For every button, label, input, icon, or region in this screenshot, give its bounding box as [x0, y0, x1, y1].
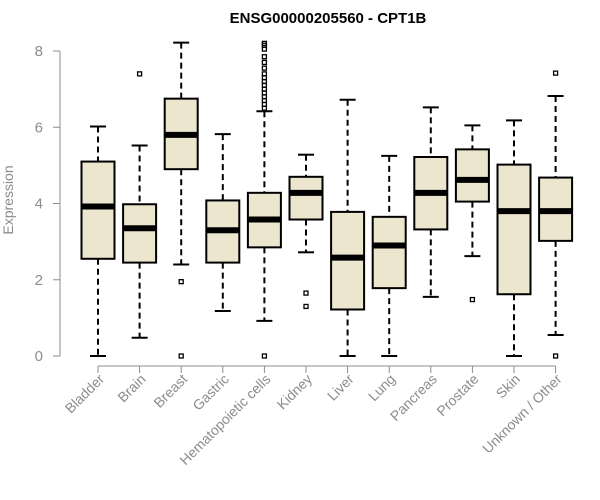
y-axis-label: Expression [0, 165, 16, 234]
box-hematopoietic-cells [246, 40, 282, 359]
box-bladder [80, 125, 116, 357]
y-tick-label: 0 [35, 348, 43, 365]
box-gastric [205, 133, 241, 313]
box-skin [496, 119, 532, 357]
iqr-box [288, 175, 324, 221]
outlier-point [552, 353, 559, 359]
outlier-point [136, 71, 143, 77]
outlier-point [469, 296, 476, 303]
x-tick-label-liver: Liver [324, 371, 357, 404]
box-brain [122, 71, 158, 339]
box-unknown-other [538, 70, 574, 359]
box-prostate [454, 124, 490, 303]
iqr-box [80, 160, 116, 260]
outlier-point [261, 40, 268, 47]
x-tick-label-brain: Brain [114, 371, 148, 405]
outlier-point [261, 65, 268, 71]
iqr-box [371, 215, 407, 290]
outlier-point [178, 279, 184, 285]
x-tick-label-breast: Breast [150, 371, 190, 411]
outlier-point [261, 59, 268, 66]
iqr-box [122, 203, 158, 264]
y-tick-label: 8 [35, 43, 43, 60]
chart-title: ENSG00000205560 - CPT1B [230, 10, 427, 27]
iqr-box [496, 163, 532, 296]
box-pancreas [413, 106, 449, 298]
x-tick-label-skin: Skin [493, 371, 524, 402]
y-tick-label: 6 [35, 119, 43, 136]
y-tick-label: 4 [35, 196, 43, 213]
outlier-point [261, 71, 268, 77]
outlier-point [552, 70, 559, 76]
y-tick-label: 2 [35, 272, 43, 289]
outlier-point [303, 303, 309, 310]
x-tick-label-bladder: Bladder [62, 371, 108, 417]
box-plots [80, 40, 574, 359]
iqr-box [330, 210, 366, 311]
x-tick-label-lung: Lung [365, 371, 398, 404]
box-liver [330, 98, 366, 357]
outlier-point [261, 54, 268, 60]
x-tick-label-unknown-other: Unknown / Other [479, 371, 565, 457]
outlier-point [261, 353, 268, 359]
iqr-box [454, 148, 490, 203]
outlier-point [178, 353, 184, 359]
x-tick-label-prostate: Prostate [433, 371, 481, 419]
box-breast [163, 41, 199, 359]
y-axis: 0 2 4 6 8 [35, 43, 61, 365]
box-kidney [288, 153, 324, 310]
outlier-point [303, 290, 309, 296]
x-tick-label-kidney: Kidney [274, 371, 316, 413]
box-lung [371, 154, 407, 357]
